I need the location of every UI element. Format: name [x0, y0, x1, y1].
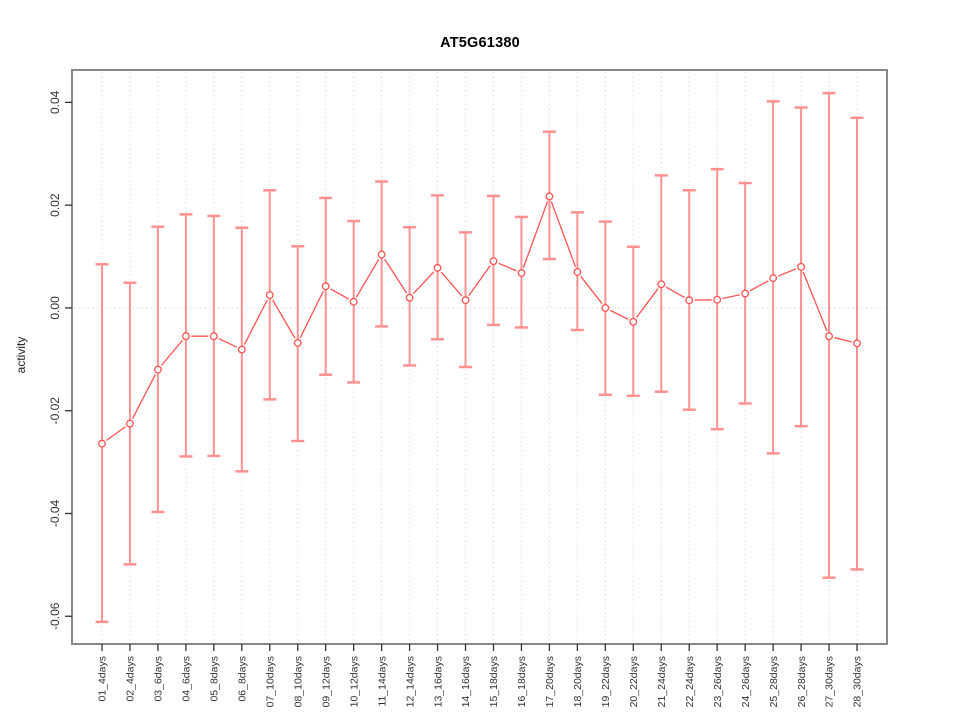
x-axis: 01_4days 02_4days 03_6days 04_6days 05_8days… [97, 644, 864, 707]
error-bars [95, 91, 864, 624]
data-point [657, 280, 666, 289]
x-tick-label: 28_30days [852, 656, 864, 707]
data-point [713, 295, 722, 304]
line-segment [218, 337, 238, 348]
data-point [489, 257, 498, 266]
line-segment [580, 275, 603, 304]
y-tick-label: -0.06 [48, 602, 62, 630]
data-point [349, 297, 358, 306]
x-tick-label: 24_26days [740, 656, 752, 707]
data-point [181, 332, 190, 341]
line-segment [106, 426, 126, 441]
data-point [321, 282, 330, 291]
data-point [741, 289, 750, 298]
line-segment [355, 258, 380, 298]
data-point [265, 291, 274, 300]
data-point [573, 268, 582, 276]
line-segment [802, 271, 828, 332]
line-segment [412, 271, 435, 295]
y-tick-label: -0.04 [48, 499, 62, 527]
line-segment [384, 258, 408, 294]
x-tick-label: 23_26days [712, 656, 724, 707]
x-tick-label: 21_24days [656, 656, 668, 707]
line-segment [550, 201, 577, 268]
x-tick-label: 03_6days [153, 656, 165, 702]
line-segment [665, 286, 685, 299]
data-point [769, 274, 778, 283]
x-tick-label: 22_24days [684, 656, 696, 707]
line-segment [131, 374, 156, 419]
data-point [545, 192, 554, 201]
gridlines [74, 72, 885, 642]
x-tick-label: 15_18days [488, 656, 500, 707]
line-segment [299, 290, 324, 339]
x-tick-label: 18_20days [572, 656, 584, 707]
plot-frame [71, 69, 888, 645]
data-point [461, 296, 470, 305]
x-tick-label: 11_14days [376, 656, 388, 707]
line-segment [498, 262, 517, 272]
data-points [98, 192, 861, 448]
data-point [853, 339, 861, 348]
x-tick-label: 02_4days [125, 656, 137, 702]
data-point [433, 263, 442, 272]
x-tick-label: 10_12days [348, 656, 360, 707]
data-point [98, 439, 106, 448]
data-point [153, 365, 162, 374]
x-tick-label: 19_22days [600, 656, 612, 707]
x-tick-label: 06_8days [237, 656, 249, 702]
line-segment [636, 288, 659, 318]
line-segment [271, 299, 296, 339]
data-point [377, 250, 386, 259]
line-segment [468, 265, 491, 297]
line-segment [243, 299, 268, 345]
data-point [237, 345, 246, 354]
y-tick-label: -0.02 [48, 397, 62, 425]
data-point [405, 293, 414, 302]
y-axis: -0.06 -0.04 -0.02 0.00 0.02 0.04 [48, 90, 72, 630]
x-tick-label: 04_6days [181, 656, 193, 702]
line-segment [834, 336, 852, 343]
line-segment [777, 268, 797, 277]
data-point [126, 419, 134, 428]
line-segment [330, 288, 350, 300]
line-segment [609, 309, 629, 320]
x-tick-label: 14_16days [460, 656, 472, 707]
x-tick-label: 08_10days [292, 656, 304, 707]
data-point [629, 317, 638, 326]
x-tick-label: 16_18days [516, 656, 528, 707]
data-point [825, 332, 833, 341]
data-point [685, 296, 694, 305]
x-tick-label: 12_14days [404, 656, 416, 707]
x-tick-label: 05_8days [209, 656, 221, 702]
data-point [601, 303, 610, 312]
line-segment [522, 201, 549, 269]
x-tick-label: 25_28days [768, 656, 780, 707]
data-point [517, 269, 526, 277]
chart-title: AT5G61380 [440, 35, 520, 51]
x-tick-label: 13_16days [432, 656, 444, 707]
y-tick-label: 0.02 [48, 193, 62, 217]
x-tick-label: 07_10days [264, 656, 276, 707]
x-tick-label: 20_22days [628, 656, 640, 707]
x-tick-label: 26_28days [796, 656, 808, 707]
line-segment [722, 294, 740, 300]
y-tick-label: 0.00 [48, 296, 62, 320]
line-segment [160, 339, 183, 366]
y-tick-label: 0.04 [48, 90, 62, 114]
data-line [106, 201, 852, 441]
data-point [293, 338, 302, 347]
data-point [209, 332, 218, 341]
x-tick-label: 17_20days [544, 656, 556, 707]
line-segment [749, 280, 769, 292]
line-segment [440, 271, 463, 297]
x-tick-label: 27_30days [824, 656, 836, 707]
x-tick-label: 01_4days [97, 656, 109, 702]
data-point [797, 262, 806, 271]
x-tick-label: 09_12days [320, 656, 332, 707]
